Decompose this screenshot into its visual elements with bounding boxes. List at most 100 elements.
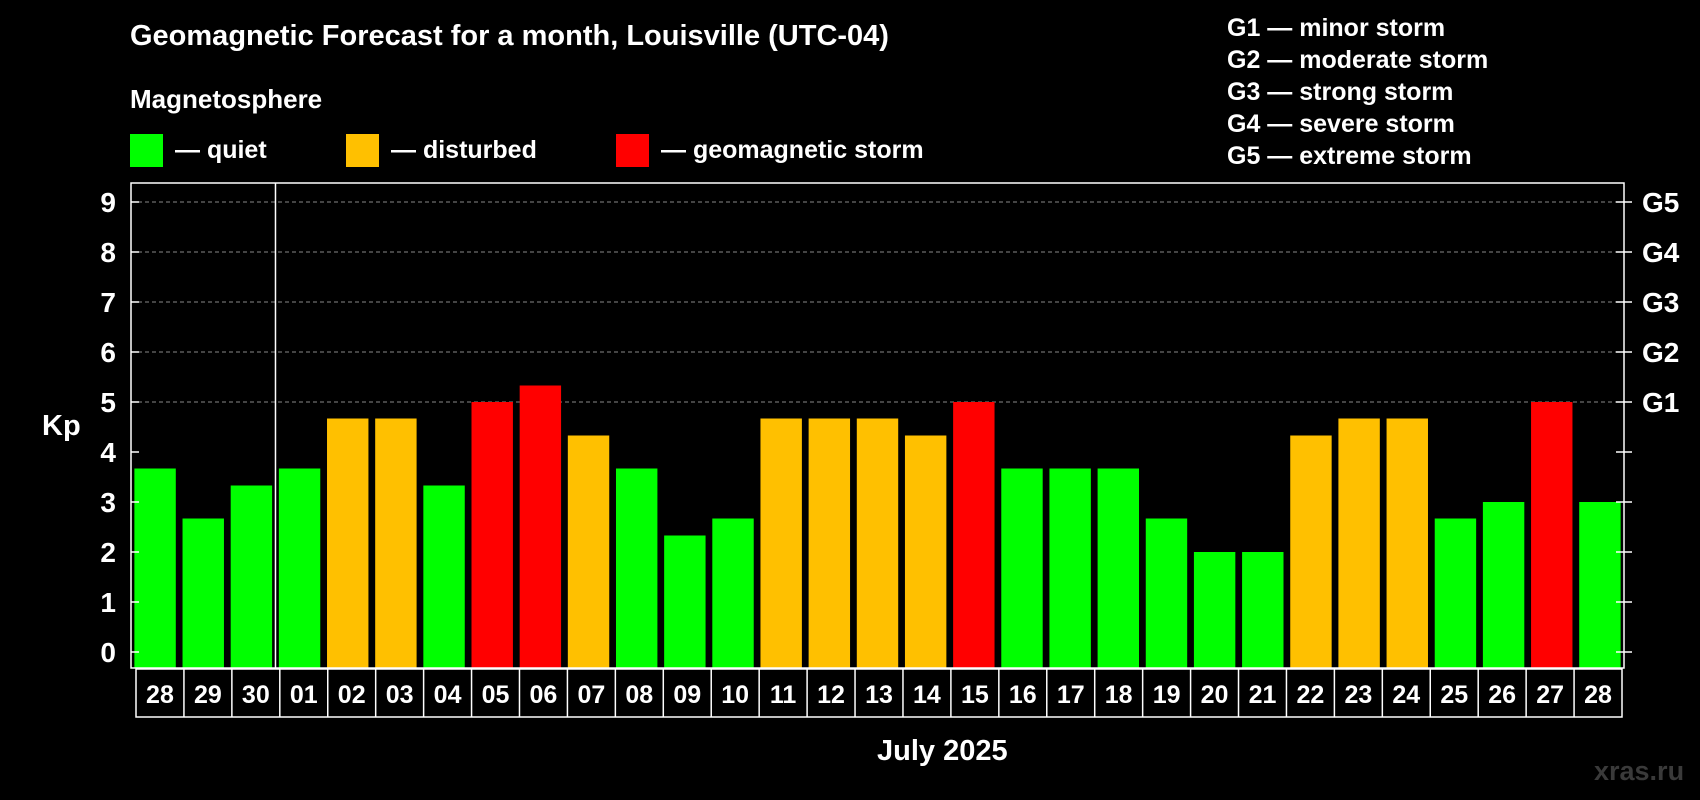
g-scale-g4: G4 — severe storm [1227,110,1455,138]
legend-quiet: — quiet [130,134,267,167]
x-axis-label: July 2025 [877,735,1008,767]
bar-10 [615,468,658,668]
x-tick-label-26: 24 [1392,681,1420,709]
x-tick-label-27: 25 [1440,681,1468,709]
bar-11 [664,535,706,668]
bar-12 [712,518,754,668]
y-tick-label-0: 0 [100,637,116,668]
right-tick-label-g5: G5 [1642,187,1679,218]
legend-swatch-disturbed [346,134,379,167]
x-tick-label-19: 17 [1057,681,1085,709]
x-tick-label-4: 02 [338,681,366,709]
g-scale-g3: G3 — strong storm [1227,78,1454,106]
y-tick-label-7: 7 [100,287,116,318]
bar-19 [1049,468,1091,668]
bar-4 [327,418,369,668]
right-tick-label-g1: G1 [1642,387,1679,418]
bar-8 [519,385,562,668]
legend-label-quiet: — quiet [175,136,267,164]
bar-28 [1482,502,1525,668]
bar-23 [1242,552,1284,668]
bar-24 [1290,435,1332,668]
legend-label-disturbed: — disturbed [391,136,537,164]
bar-29 [1531,402,1573,668]
x-tick-label-1: 29 [194,681,222,709]
bar-6 [423,485,465,668]
g-scale-legend: G1 — minor storm G2 — moderate storm G3 … [1227,12,1488,172]
chart-title: Geomagnetic Forecast for a month, Louisv… [130,20,889,52]
bar-26 [1386,418,1428,668]
x-tick-label-30: 28 [1584,681,1612,709]
bar-20 [1097,468,1140,668]
g-scale-g1: G1 — minor storm [1227,14,1446,42]
y-tick-label-4: 4 [100,437,116,468]
x-tick-label-9: 07 [577,681,605,709]
x-tick-label-7: 05 [482,681,510,709]
bar-25 [1338,418,1380,668]
legend-label-storm: — geomagnetic storm [661,136,924,164]
legend-disturbed: — disturbed [346,134,537,167]
plot-frame [130,182,1625,669]
x-tick-label-20: 18 [1105,681,1133,709]
x-tick-label-15: 13 [865,681,893,709]
x-tick-label-10: 08 [625,681,653,709]
bar-13 [760,418,802,668]
bar-2 [230,485,273,668]
x-tick-label-14: 12 [817,681,845,709]
bar-15 [856,418,899,668]
y-axis-label: Kp [42,410,81,442]
x-tick-label-29: 27 [1536,681,1564,709]
right-tick-label-g2: G2 [1642,337,1679,368]
x-tick-label-3: 01 [290,681,318,709]
bar-0 [134,468,176,668]
y-tick-label-5: 5 [100,387,116,418]
x-tick-label-16: 14 [913,681,941,709]
bar-21 [1145,518,1188,668]
g-scale-g5: G5 — extreme storm [1227,142,1472,170]
x-tick-label-8: 06 [530,681,558,709]
x-tick-label-13: 11 [770,681,797,709]
g-scale-g2: G2 — moderate storm [1227,46,1489,74]
x-tick-label-23: 21 [1249,681,1277,709]
legend-storm: — geomagnetic storm [616,134,924,167]
x-axis-box [135,668,1623,718]
y-tick-label-9: 9 [100,187,116,218]
bar-7 [471,402,513,668]
watermark: xras.ru [1594,756,1685,786]
bar-18 [1001,468,1043,668]
bar-22 [1193,552,1236,668]
legend-swatch-quiet [130,134,163,167]
x-tick-label-17: 15 [961,681,989,709]
y-tick-label-3: 3 [100,487,116,518]
x-tick-label-22: 20 [1201,681,1229,709]
bar-16 [904,435,947,668]
legend-swatch-storm [616,134,649,167]
right-tick-label-g3: G3 [1642,287,1679,318]
y-tick-label-8: 8 [100,237,116,268]
bar-17 [953,402,995,668]
x-tick-label-12: 10 [721,681,749,709]
x-tick-label-0: 28 [146,681,174,709]
bar-9 [567,435,610,668]
x-tick-label-25: 23 [1344,681,1372,709]
x-tick-label-2: 30 [242,681,270,709]
bar-30 [1579,502,1621,668]
x-tick-label-24: 22 [1297,681,1325,709]
bar-27 [1434,518,1477,668]
x-tick-label-5: 03 [386,681,414,709]
bar-3 [278,468,321,668]
magnetosphere-label: Magnetosphere [130,84,323,114]
x-tick-label-6: 04 [434,681,462,709]
x-tick-label-18: 16 [1009,681,1037,709]
y-tick-label-2: 2 [100,537,116,568]
x-tick-label-11: 09 [673,681,701,709]
y-tick-label-6: 6 [100,337,116,368]
bar-14 [808,418,851,668]
right-tick-label-g4: G4 [1642,237,1680,268]
bar-1 [182,518,224,668]
y-tick-label-1: 1 [100,587,116,618]
bar-5 [375,418,417,668]
x-tick-label-21: 19 [1153,681,1181,709]
x-tick-label-28: 26 [1488,681,1516,709]
